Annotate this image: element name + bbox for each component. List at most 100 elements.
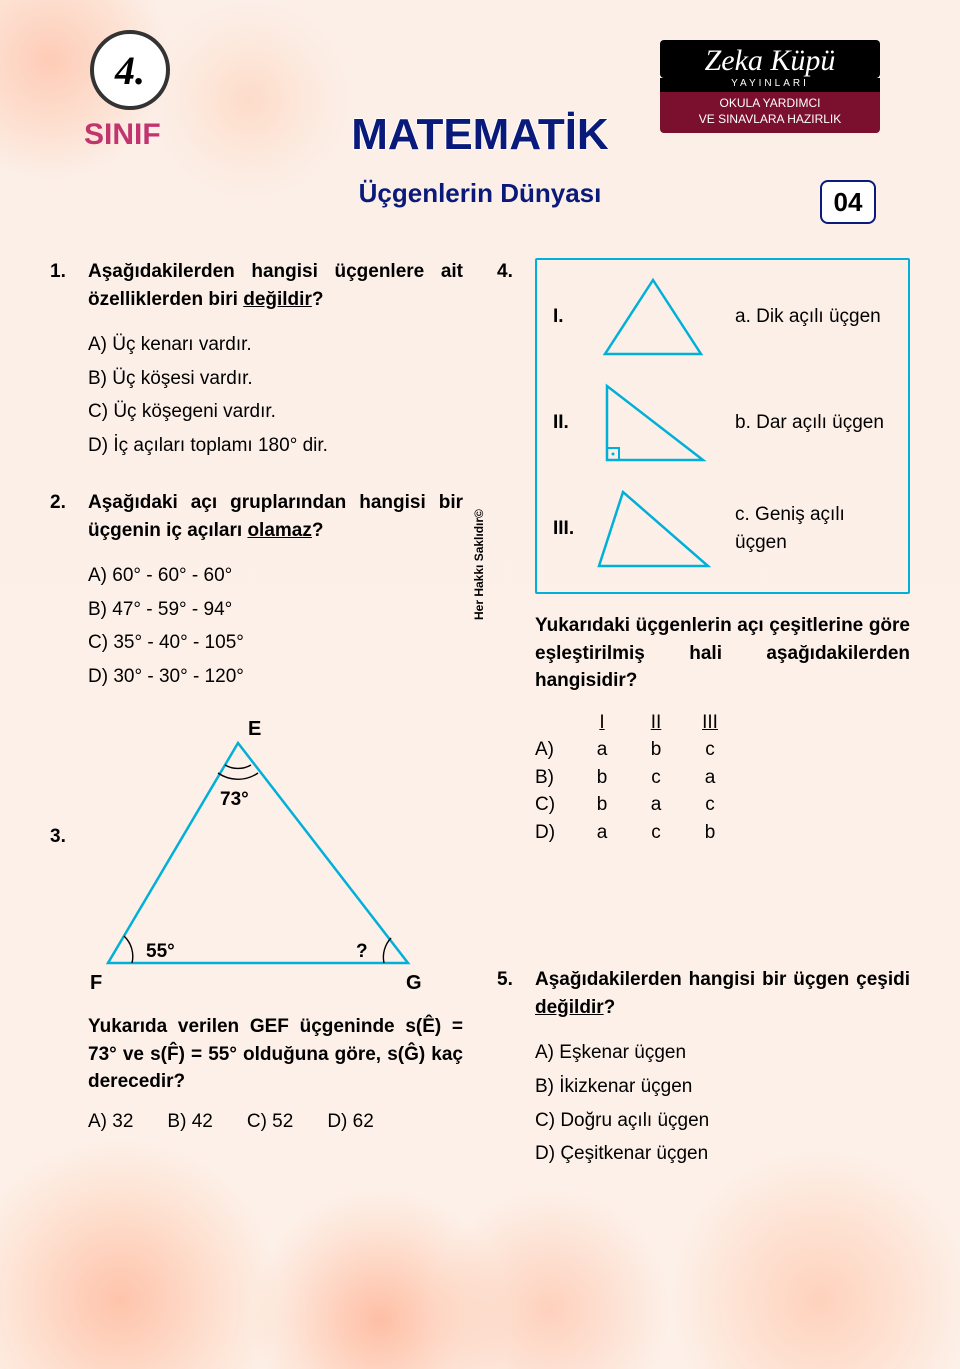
angle-e: 73° (220, 789, 249, 810)
q1-stem: Aşağıdakilerden hangisi üçgenlere ait öz… (88, 258, 463, 313)
q4-b-c1: b (575, 764, 629, 792)
q5-opt-a: A) Eşkenar üçgen (535, 1039, 910, 1067)
q4-opt-a: A) a b c (535, 736, 910, 764)
q4-row-3: III. c. Geniş açılı üçgen (553, 484, 892, 574)
q1-stem-b: ? (312, 289, 324, 310)
q2-opt-d: D) 30° - 30° - 120° (88, 663, 463, 691)
q2-stem-b: ? (312, 520, 324, 541)
q4-number: 4. (497, 258, 525, 846)
q4-figure-box: I. a. Dik açılı üçgen II. (535, 258, 910, 594)
q3-options: A) 32 B) 42 C) 52 D) 62 (88, 1108, 463, 1136)
q4-r1-num: I. (553, 303, 579, 331)
q4-a-c3: c (683, 736, 737, 764)
q5-stem-underline: değildir (535, 997, 604, 1018)
head-spacer (535, 709, 575, 737)
head-c3: III (683, 709, 737, 737)
q4-c-c1: b (575, 791, 629, 819)
vertex-f: F (90, 972, 102, 993)
publisher-logo: Zeka Küpü YAYINLARI OKULA YARDIMCI VE SI… (660, 40, 880, 133)
header: 4. SINIF Zeka Küpü YAYINLARI OKULA YARDI… (50, 0, 910, 230)
topic-title: Üçgenlerin Dünyası (50, 178, 910, 209)
q2-stem-underline: olamaz (247, 520, 311, 541)
q4-r1-label: a. Dik açılı üçgen (727, 303, 892, 331)
q4-opt-c: C) b a c (535, 791, 910, 819)
q4-c-c3: c (683, 791, 737, 819)
q4-d-label: D) (535, 819, 575, 847)
head-c1: I (575, 709, 629, 737)
q5-opt-b: B) İkizkenar üçgen (535, 1073, 910, 1101)
q4-r3-num: III. (553, 515, 579, 543)
worksheet-page: 4. SINIF Zeka Küpü YAYINLARI OKULA YARDI… (0, 0, 960, 1369)
q4-table-head: I II III (535, 709, 910, 737)
triangle-acute-icon (593, 274, 713, 360)
q4-r3-label-a: c. Geniş açılı (735, 504, 845, 525)
q5-opt-c: C) Doğru açılı üçgen (535, 1107, 910, 1135)
grade-text: 4. (115, 47, 145, 94)
q3-opt-b: B) 42 (167, 1108, 212, 1136)
brand-tagline: OKULA YARDIMCI VE SINAVLARA HAZIRLIK (660, 92, 880, 133)
left-column: 1. Aşağıdakilerden hangisi üçgenlere ait… (50, 258, 463, 1168)
q4-d-c2: c (629, 819, 683, 847)
q2-opt-b: B) 47° - 59° - 94° (88, 596, 463, 624)
q2-options: A) 60° - 60° - 60° B) 47° - 59° - 94° C)… (88, 562, 463, 690)
q2-opt-c: C) 35° - 40° - 105° (88, 629, 463, 657)
q1-opt-c: C) Üç köşegeni vardır. (88, 398, 463, 426)
question-1: 1. Aşağıdakilerden hangisi üçgenlere ait… (50, 258, 463, 459)
q5-options: A) Eşkenar üçgen B) İkizkenar üçgen C) D… (535, 1039, 910, 1167)
triangle-right-icon (593, 380, 713, 466)
q3-opt-a: A) 32 (88, 1108, 133, 1136)
right-column: 4. I. a. Dik açılı üçgen I I. (497, 258, 910, 1168)
q2-body: Aşağıdaki açı gruplarından hangisi bir ü… (88, 489, 463, 690)
q4-c-c2: a (629, 791, 683, 819)
angle-g: ? (356, 941, 368, 962)
question-3: 3. E F G 73° 55° ? (50, 713, 463, 1136)
q4-b-label: B) (535, 764, 575, 792)
class-label: SINIF (84, 118, 161, 152)
q5-number: 5. (497, 966, 525, 1167)
q3-stem: Yukarıda verilen GEF üçgeninde s(Ê) = 73… (88, 1013, 463, 1096)
q3-opt-d: D) 62 (327, 1108, 373, 1136)
question-2: 2. Aşağıdaki açı gruplarından hangisi bi… (50, 489, 463, 690)
worksheet-number: 04 (820, 180, 876, 224)
q4-a-c2: b (629, 736, 683, 764)
vertex-e: E (248, 718, 261, 740)
q2-stem: Aşağıdaki açı gruplarından hangisi bir ü… (88, 489, 463, 544)
q3-number: 3. (50, 713, 78, 1136)
q5-opt-d: D) Çeşitkenar üçgen (535, 1140, 910, 1168)
q3-triangle-figure: E F G 73° 55° ? (88, 713, 428, 993)
q5-body: Aşağıdakilerden hangisi bir üçgen çeşidi… (535, 966, 910, 1167)
q1-opt-b: B) Üç köşesi vardır. (88, 365, 463, 393)
q1-stem-underline: değildir (243, 289, 312, 310)
tagline-2: VE SINAVLARA HAZIRLIK (699, 112, 842, 126)
q4-opt-d: D) a c b (535, 819, 910, 847)
q5-stem: Aşağıdakilerden hangisi bir üçgen çeşidi… (535, 966, 910, 1021)
vertex-g: G (406, 972, 422, 993)
q1-opt-d: D) İç açıları toplamı 180° dir. (88, 432, 463, 460)
q1-options: A) Üç kenarı vardır. B) Üç köşesi vardır… (88, 331, 463, 459)
brand-name: Zeka Küpü (660, 40, 880, 78)
q5-stem-a: Aşağıdakilerden hangisi bir üçgen çeşidi (535, 969, 910, 990)
copyright-text: Her Hakkı Saklıdır© (472, 509, 486, 620)
q4-b-c3: a (683, 764, 737, 792)
q3-opt-c: C) 52 (247, 1108, 293, 1136)
q2-opt-a: A) 60° - 60° - 60° (88, 562, 463, 590)
q4-options-table: I II III A) a b c B) b (535, 709, 910, 847)
q4-a-c1: a (575, 736, 629, 764)
q3-body: E F G 73° 55° ? Yukarıda verilen GEF üçg… (88, 713, 463, 1136)
head-c2: II (629, 709, 683, 737)
triangle-obtuse-icon (593, 486, 713, 572)
q4-r2-label: b. Dar açılı üçgen (727, 409, 892, 437)
brand-sub: YAYINLARI (660, 78, 880, 92)
q4-row-2: II. b. Dar açılı üçgen (553, 378, 892, 468)
q2-number: 2. (50, 489, 78, 690)
q4-d-c1: a (575, 819, 629, 847)
q4-body: I. a. Dik açılı üçgen I I. (535, 258, 910, 846)
q4-row-1: I. a. Dik açılı üçgen (553, 272, 892, 362)
q1-number: 1. (50, 258, 78, 459)
question-5: 5. Aşağıdakilerden hangisi bir üçgen çeş… (497, 966, 910, 1167)
q5-stem-b: ? (604, 997, 616, 1018)
q4-r3-label: c. Geniş açılı üçgen (727, 501, 892, 556)
q4-stem: Yukarıdaki üçgenlerin açı çeşitlerine gö… (535, 612, 910, 695)
content-columns: 1. Aşağıdakilerden hangisi üçgenlere ait… (50, 230, 910, 1168)
angle-f: 55° (146, 941, 175, 962)
